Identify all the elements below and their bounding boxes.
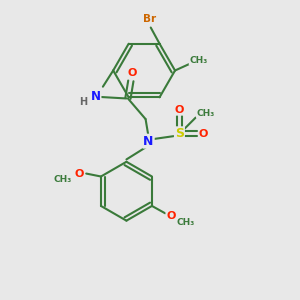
Text: S: S bbox=[175, 127, 184, 140]
Text: N: N bbox=[91, 91, 100, 103]
Text: Br: Br bbox=[143, 14, 156, 24]
Text: CH₃: CH₃ bbox=[197, 109, 215, 118]
Text: O: O bbox=[167, 211, 176, 221]
Text: O: O bbox=[199, 129, 208, 139]
Text: H: H bbox=[79, 97, 87, 107]
Text: O: O bbox=[74, 169, 83, 178]
Text: N: N bbox=[143, 135, 154, 148]
Text: O: O bbox=[175, 105, 184, 115]
Text: CH₃: CH₃ bbox=[53, 175, 72, 184]
Text: O: O bbox=[128, 68, 137, 78]
Text: CH₃: CH₃ bbox=[190, 56, 208, 65]
Text: CH₃: CH₃ bbox=[177, 218, 195, 227]
